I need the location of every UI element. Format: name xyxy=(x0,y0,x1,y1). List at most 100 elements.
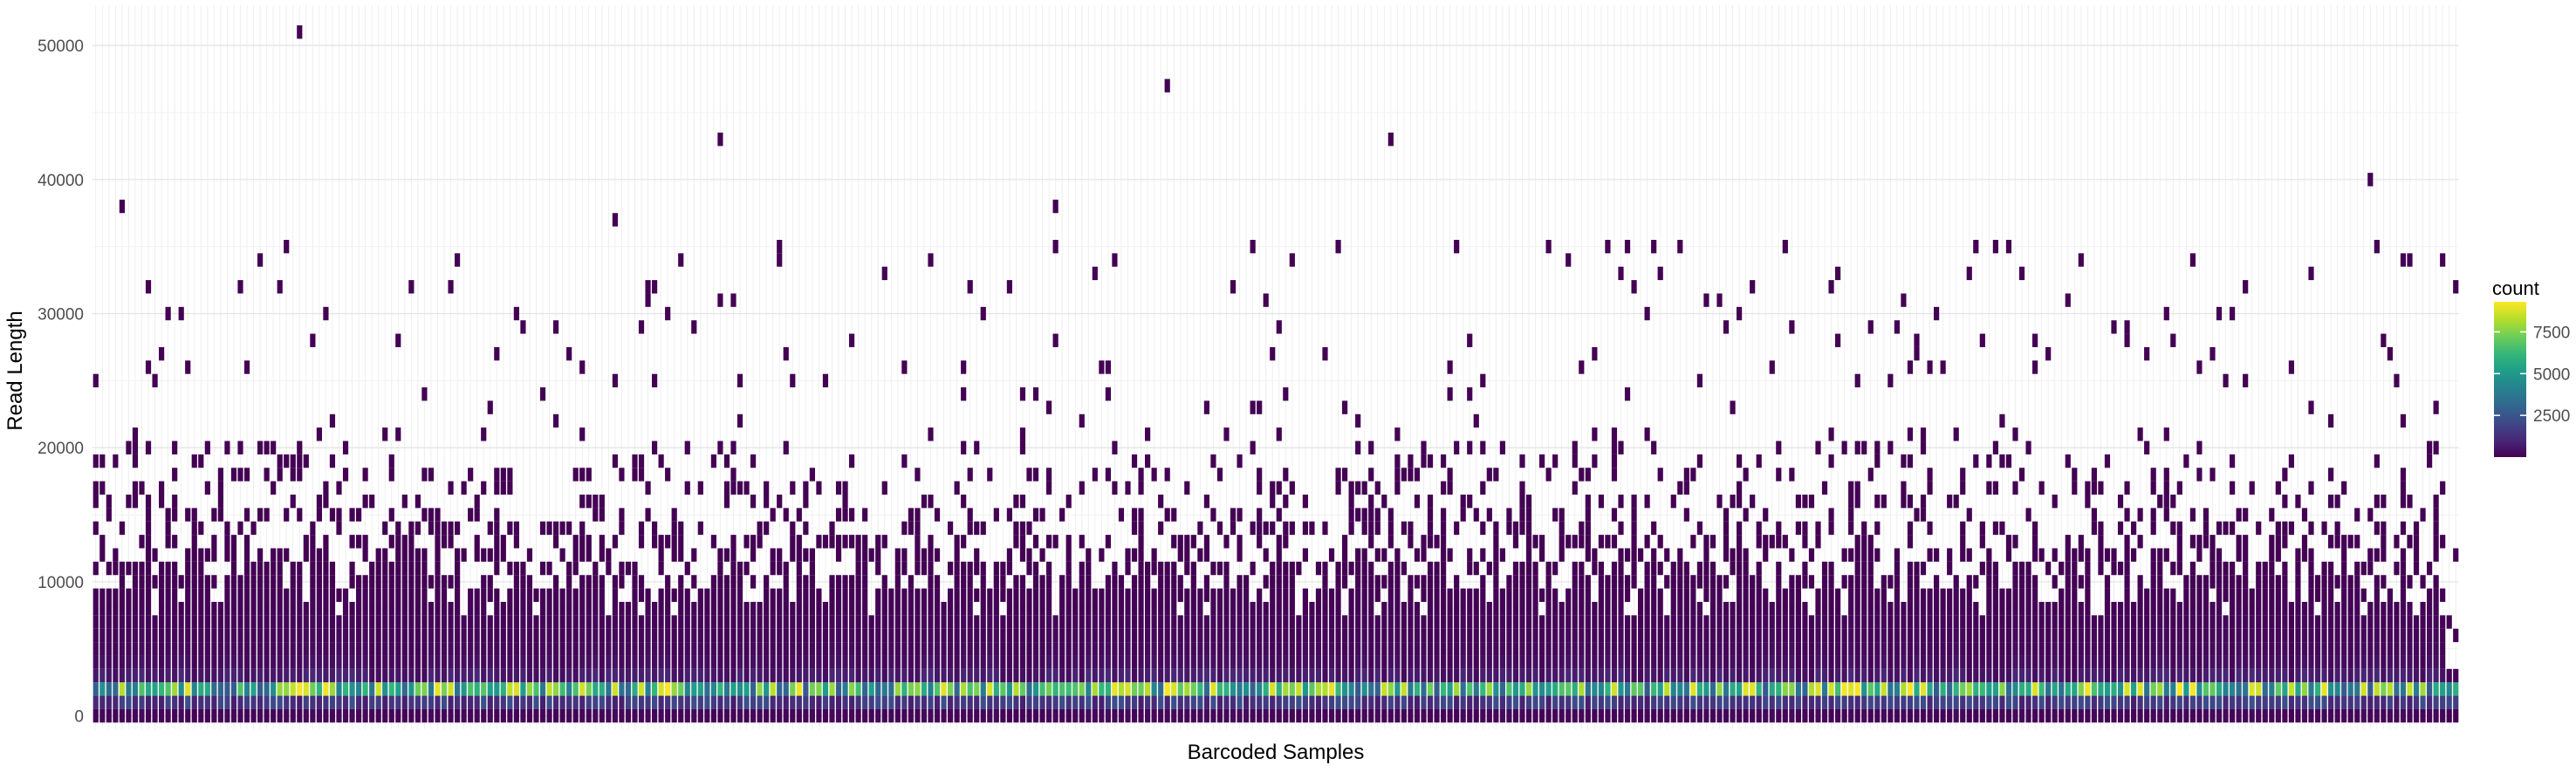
heatmap-cell xyxy=(894,695,901,709)
heatmap-cell xyxy=(1086,628,1092,643)
heatmap-cell xyxy=(1493,535,1499,549)
heatmap-cell xyxy=(1473,682,1479,696)
heatmap-cell xyxy=(1019,695,1026,709)
heatmap-cell xyxy=(1934,575,1940,589)
heatmap-cell xyxy=(1454,239,1460,254)
heatmap-cell xyxy=(2203,521,2209,536)
heatmap-cell xyxy=(1250,642,1256,656)
heatmap-cell xyxy=(777,655,783,669)
heatmap-cell xyxy=(1105,535,1111,549)
heatmap-cell xyxy=(1421,454,1427,468)
heatmap-cell xyxy=(2157,628,2163,643)
heatmap-cell xyxy=(1789,601,1795,616)
heatmap-cell xyxy=(967,468,973,482)
heatmap-cell xyxy=(1171,588,1177,602)
heatmap-cell xyxy=(2025,575,2031,589)
heatmap-cell xyxy=(2163,468,2169,482)
heatmap-cell xyxy=(2137,535,2143,549)
heatmap-cell xyxy=(1545,642,1552,656)
heatmap-cell xyxy=(954,655,960,669)
heatmap-cell xyxy=(2124,320,2130,334)
heatmap-cell xyxy=(730,441,736,454)
heatmap-cell xyxy=(1795,588,1801,602)
heatmap-cell xyxy=(145,575,152,589)
heatmap-cell xyxy=(297,441,303,454)
heatmap-cell xyxy=(539,642,546,656)
heatmap-cell xyxy=(1086,668,1092,683)
heatmap-cell xyxy=(264,468,270,482)
heatmap-cell xyxy=(1723,320,1730,334)
heatmap-cell xyxy=(2025,708,2031,723)
heatmap-cell xyxy=(1210,695,1216,709)
heatmap-cell xyxy=(2005,695,2012,709)
heatmap-cell xyxy=(1901,642,1907,656)
heatmap-cell xyxy=(1854,561,1860,576)
heatmap-cell xyxy=(1914,588,1920,602)
heatmap-cell xyxy=(572,615,579,629)
heatmap-cell xyxy=(921,628,928,643)
heatmap-cell xyxy=(1519,508,1525,522)
heatmap-cell xyxy=(1118,682,1125,696)
heatmap-cell xyxy=(421,561,428,576)
heatmap-cell xyxy=(1907,642,1914,656)
heatmap-cell xyxy=(428,695,435,709)
heatmap-cell xyxy=(2262,708,2268,723)
heatmap-cell xyxy=(2005,601,2012,616)
heatmap-cell xyxy=(1763,628,1769,643)
heatmap-cell xyxy=(1408,655,1414,669)
heatmap-cell xyxy=(1828,575,1834,589)
heatmap-cell xyxy=(1499,601,1505,616)
heatmap-cell xyxy=(277,548,283,562)
heatmap-cell xyxy=(2117,708,2124,723)
heatmap-cell xyxy=(1769,668,1775,683)
heatmap-cell xyxy=(1250,695,1256,709)
heatmap-cell xyxy=(783,575,789,589)
heatmap-cell xyxy=(1986,628,1992,643)
heatmap-cell xyxy=(441,642,448,656)
heatmap-cell xyxy=(455,642,461,656)
heatmap-cell xyxy=(349,628,355,643)
heatmap-cell xyxy=(1730,615,1736,629)
heatmap-cell xyxy=(435,628,441,643)
heatmap-cell xyxy=(1506,708,1512,723)
heatmap-cell xyxy=(2144,682,2150,696)
heatmap-cell xyxy=(1947,561,1953,576)
heatmap-cell xyxy=(790,535,796,549)
heatmap-cell xyxy=(2249,481,2255,495)
heatmap-cell xyxy=(92,481,99,495)
heatmap-cell xyxy=(2236,588,2242,602)
heatmap-cell xyxy=(1960,601,1966,616)
heatmap-cell xyxy=(645,668,651,683)
heatmap-cell xyxy=(1723,695,1730,709)
heatmap-cell xyxy=(750,655,757,669)
heatmap-cell xyxy=(835,548,842,562)
heatmap-cell xyxy=(132,601,139,616)
heatmap-cell xyxy=(375,575,381,589)
heatmap-cell xyxy=(1092,266,1098,281)
heatmap-cell xyxy=(2163,427,2169,441)
heatmap-cell xyxy=(1966,588,1972,602)
heatmap-cell xyxy=(941,601,947,616)
heatmap-cell xyxy=(1657,668,1663,683)
heatmap-cell xyxy=(1381,495,1387,509)
heatmap-cell xyxy=(2163,668,2169,683)
heatmap-cell xyxy=(1756,575,1762,589)
heatmap-cell xyxy=(1934,642,1940,656)
heatmap-cell xyxy=(1716,682,1723,696)
heatmap-cell xyxy=(678,548,684,562)
heatmap-cell xyxy=(329,628,336,643)
heatmap-cell xyxy=(1605,655,1611,669)
heatmap-cell xyxy=(764,601,770,616)
heatmap-cell xyxy=(1072,668,1079,683)
heatmap-cell xyxy=(1006,601,1012,616)
heatmap-cell xyxy=(1131,548,1138,562)
heatmap-cell xyxy=(2038,668,2045,683)
heatmap-cell xyxy=(894,588,901,602)
heatmap-cell xyxy=(1276,682,1282,696)
heatmap-cell xyxy=(1164,668,1170,683)
heatmap-cell xyxy=(1328,588,1335,602)
heatmap-cell xyxy=(901,615,908,629)
heatmap-cell xyxy=(730,695,736,709)
heatmap-cell xyxy=(1315,655,1322,669)
heatmap-cell xyxy=(1585,682,1591,696)
